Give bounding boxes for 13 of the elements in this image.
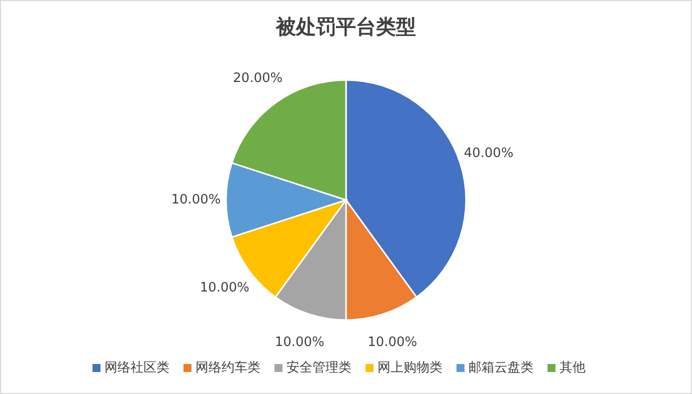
data-label: 10.00% <box>171 192 221 208</box>
data-label: 10.00% <box>368 335 418 350</box>
legend-label: 网上购物类 <box>378 360 442 376</box>
legend-label: 网络社区类 <box>104 360 170 376</box>
legend-label: 其他 <box>560 360 586 376</box>
data-label: 10.00% <box>274 335 324 350</box>
legend-label: 安全管理类 <box>286 360 352 376</box>
legend-label: 网络约车类 <box>196 360 260 376</box>
legend-label: 邮箱云盘类 <box>468 360 534 376</box>
data-label: 40.00% <box>464 146 514 162</box>
data-label: 20.00% <box>233 71 283 86</box>
data-label: 10.00% <box>200 280 250 296</box>
chart-title: 被处罚平台类型 <box>275 14 416 38</box>
